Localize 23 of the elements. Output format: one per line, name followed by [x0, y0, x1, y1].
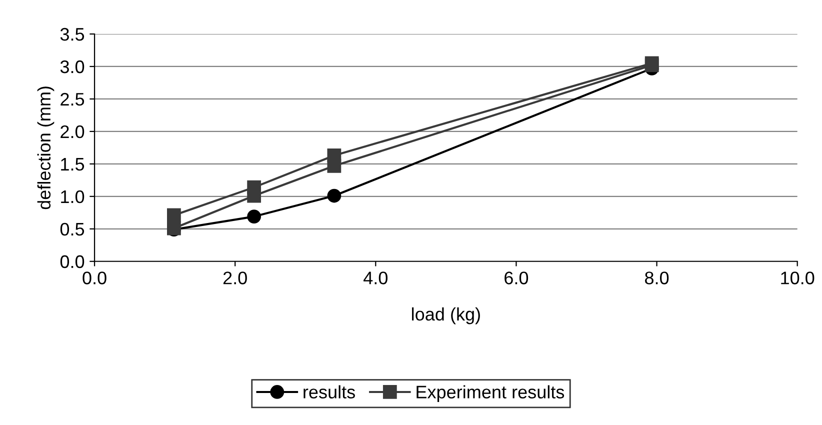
y-tick-label: 3.0	[60, 60, 84, 74]
point	[167, 208, 181, 222]
x-tick-label: 10.0	[781, 272, 814, 284]
y-axis-title: deflection (mm)	[37, 86, 54, 210]
point	[247, 210, 262, 224]
legend-label: Experiment results	[416, 385, 564, 402]
point	[247, 188, 262, 203]
y-tick-label: 2.5	[60, 92, 84, 106]
point	[327, 188, 342, 203]
legend-label: results	[304, 385, 355, 398]
y-tick-label: 1.0	[61, 190, 84, 204]
y-tick-label: 0.5	[60, 222, 84, 236]
x-tick-label: 6.0	[504, 272, 528, 284]
point	[327, 158, 342, 173]
y-tick-label: 1.5	[61, 158, 84, 171]
y-tick-label: 0.0	[60, 255, 84, 268]
x-tick-label: 8.0	[645, 272, 669, 284]
x-tick-label: 2.0	[223, 272, 247, 284]
y-tick-label: 3.5	[60, 28, 84, 41]
x-tick-label: 4.0	[364, 272, 388, 284]
x-tick-label: 0.0	[82, 272, 106, 284]
y-tick-label: 2.0	[60, 125, 84, 138]
x-axis-title: load (kg)	[412, 307, 480, 324]
